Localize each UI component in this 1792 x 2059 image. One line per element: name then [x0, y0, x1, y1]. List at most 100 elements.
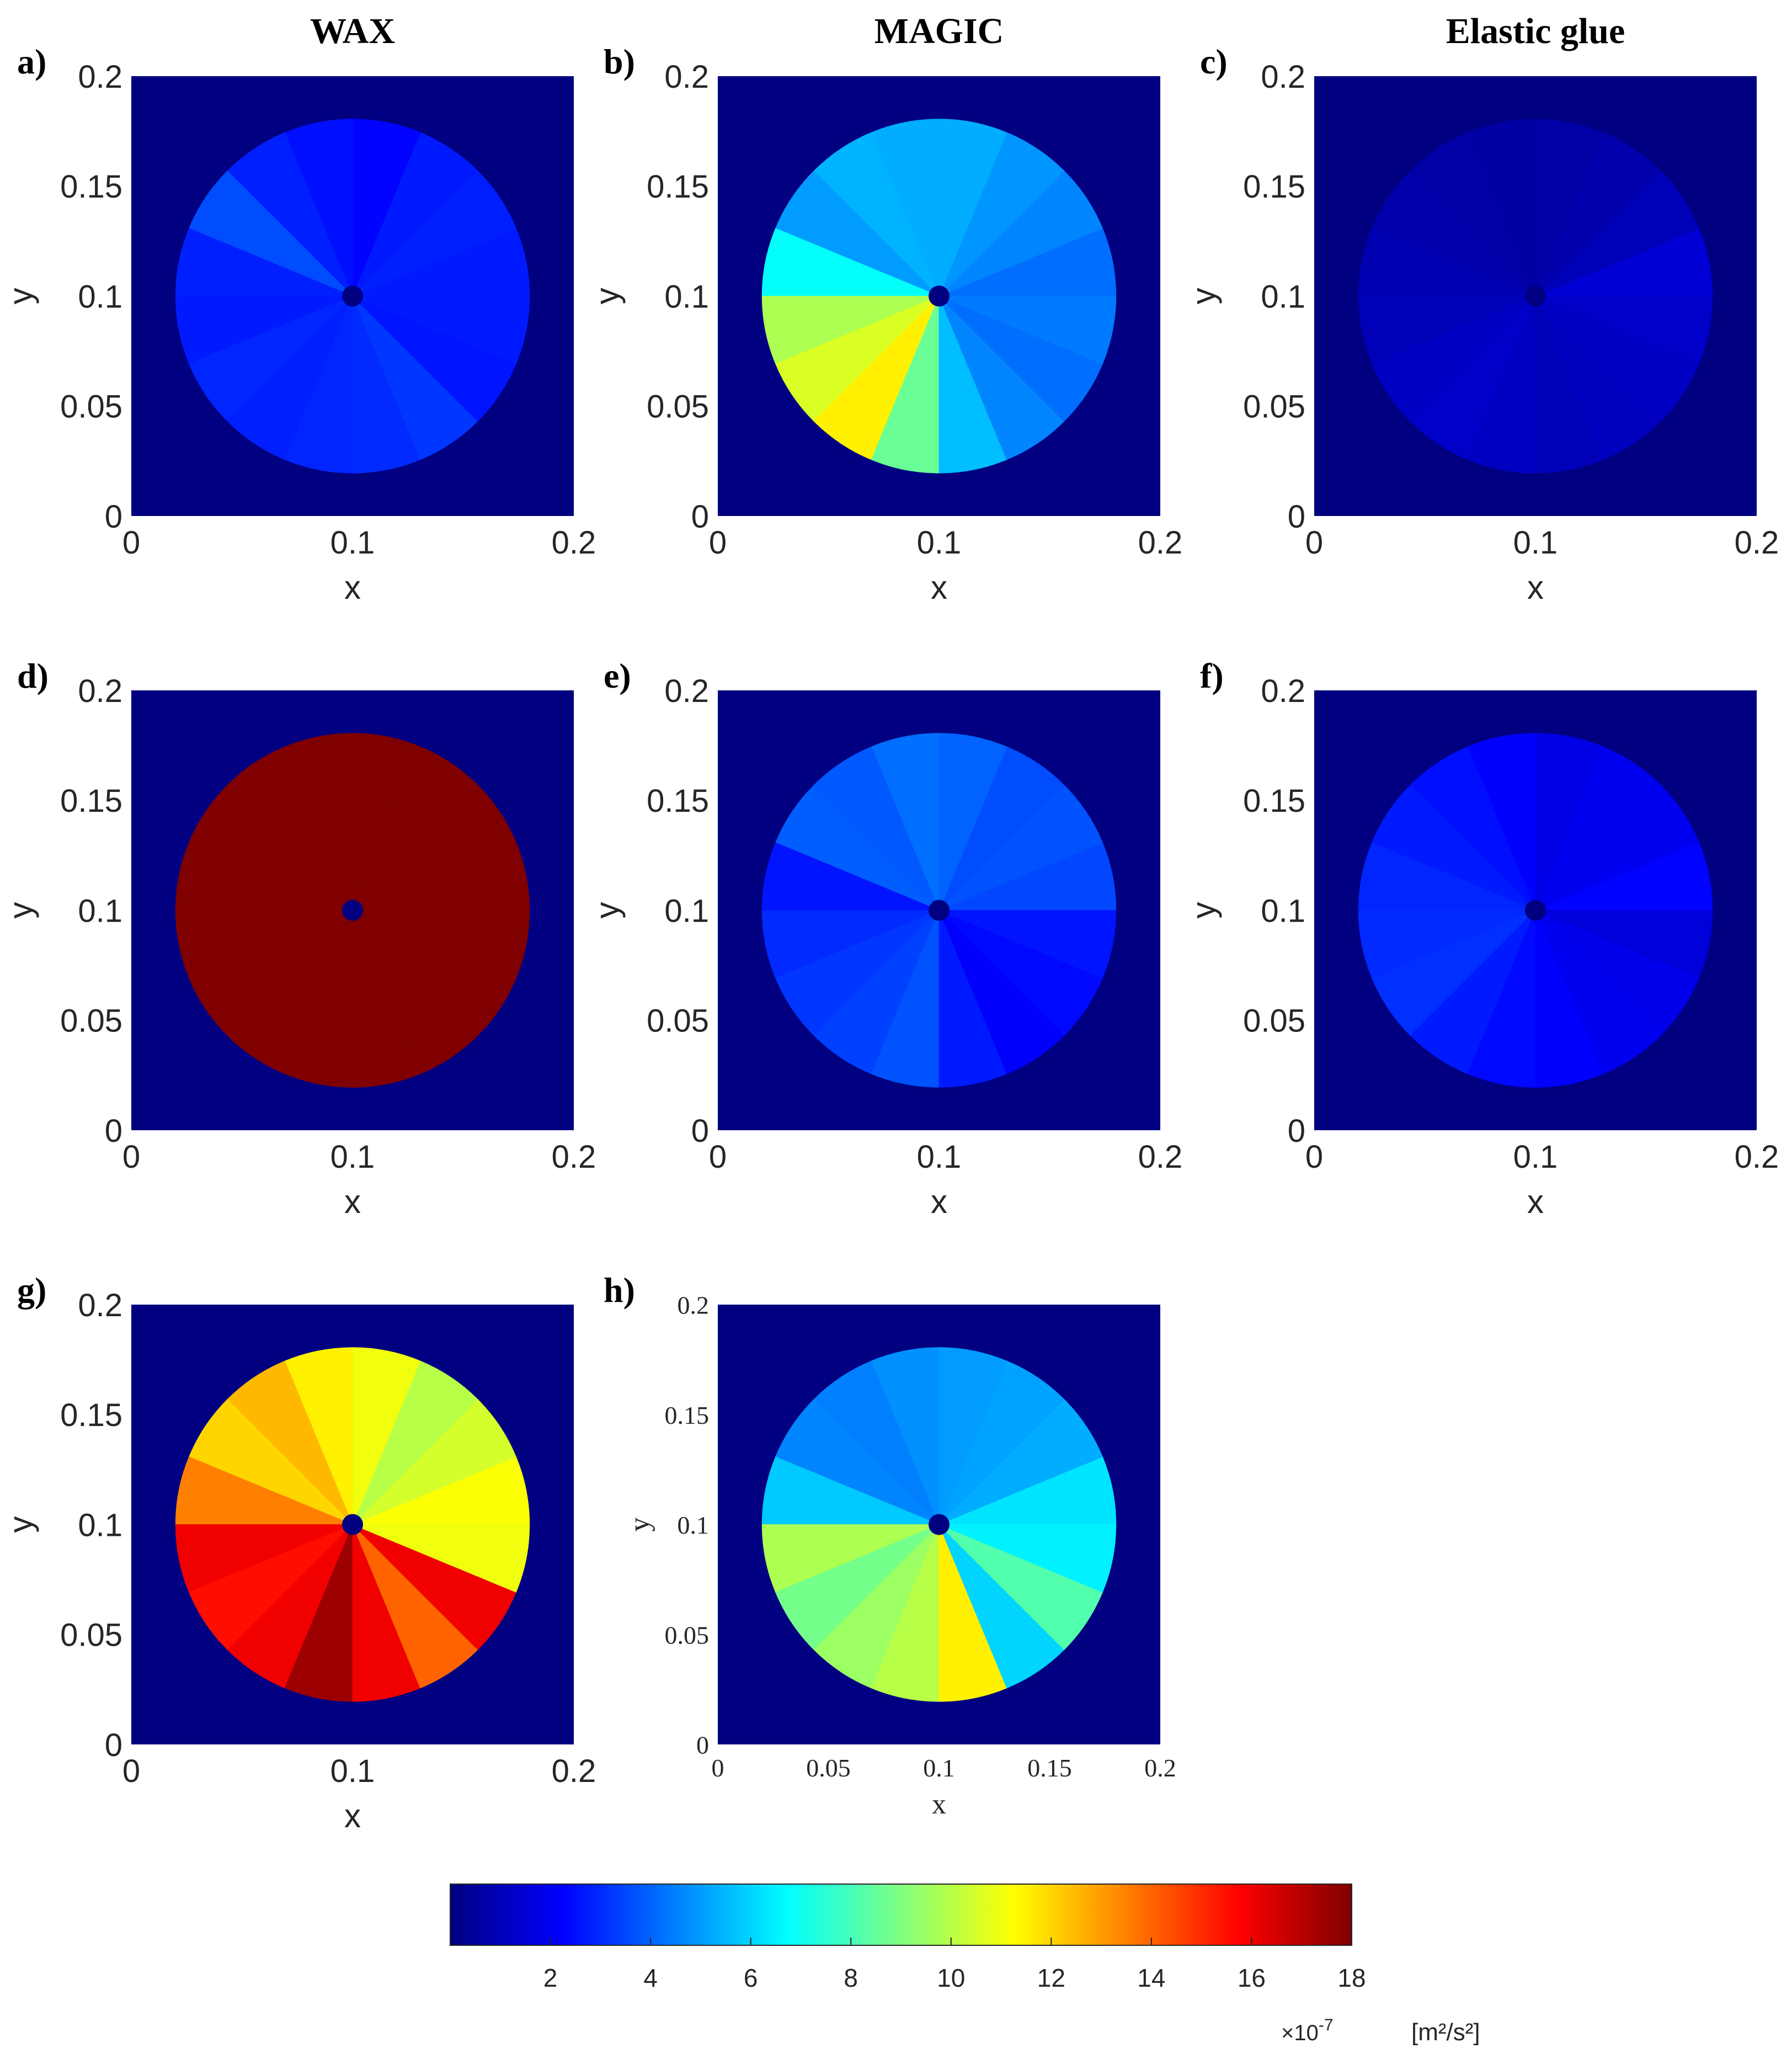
panel-d-x-tick-label: 0.1 [330, 1139, 375, 1175]
panel-h-x-tick-label: 0.05 [806, 1754, 851, 1782]
panel-f-sector [1535, 733, 1604, 911]
panel-b-sector [775, 296, 940, 422]
panel-f-y-tick-label: 0 [1288, 1113, 1305, 1149]
panel-f-center-hole [1525, 900, 1546, 921]
panel-c-sector [1410, 296, 1536, 460]
panel-d-sector [352, 842, 530, 911]
panel-c-x-tick-label: 0.1 [1513, 525, 1558, 561]
panel-e-sector [775, 910, 940, 1036]
panel-e-panel-letter: e) [604, 656, 631, 695]
panel-g-sector [189, 1399, 353, 1525]
panel-c-sector [1535, 119, 1604, 296]
panel-c-y-tick-label: 0 [1288, 499, 1305, 535]
panel-f-sector [1358, 842, 1536, 911]
panel-e-x-tick-label: 0.1 [917, 1139, 962, 1175]
panel-g-sector [352, 1456, 530, 1525]
colorbar [450, 1884, 1352, 1946]
panel-e-sector [813, 910, 940, 1074]
panel-h-sector [761, 1456, 940, 1525]
panel-a-sector [175, 228, 353, 296]
panel-h-sector [938, 1456, 1117, 1525]
panel-a-sector [352, 296, 478, 460]
panel-c-sector [1467, 296, 1536, 473]
panel-a-x-axis-label: x [344, 569, 361, 606]
panel-e-x-tick-label: 0.2 [1138, 1139, 1183, 1175]
panel-c-x-tick-label: 0 [1305, 525, 1323, 561]
panel-h-y-tick-label: 0.1 [678, 1511, 710, 1539]
panel-f-x-tick-label: 0.2 [1735, 1139, 1779, 1175]
panel-g-sector [284, 1524, 353, 1702]
panel-e-sector [938, 910, 1065, 1074]
panel-a-sector [352, 296, 421, 473]
panel-g-y-tick-label: 0.15 [60, 1397, 122, 1433]
panel-g-center-hole [342, 1514, 363, 1535]
panel-b-sector [775, 171, 940, 296]
panel-a-x-tick-label: 0.2 [552, 525, 596, 561]
panel-h-sector [938, 1524, 1007, 1702]
panel-h-x-tick-label: 0.1 [923, 1754, 955, 1782]
panel-a-sector [352, 296, 516, 422]
panel-a-sector [284, 296, 353, 473]
panel-f-y-tick-label: 0.2 [1261, 673, 1305, 709]
panel-h-sector [775, 1524, 940, 1650]
panel-b-sector [813, 132, 940, 296]
panel-h-sector [938, 1360, 1065, 1525]
panel-f-sector [1410, 910, 1536, 1074]
panel-d-y-tick-label: 0.05 [60, 1003, 122, 1039]
panel-c-y-tick-label: 0.05 [1243, 389, 1305, 425]
panel-e-sector [938, 746, 1065, 911]
panel-c-sector [1535, 296, 1604, 473]
panel-b-sector [761, 228, 940, 296]
panel-b-y-tick-label: 0 [691, 499, 709, 535]
panel-a-sector [352, 228, 530, 296]
panel-e-sector [871, 733, 940, 911]
panel-b-sector [938, 171, 1103, 296]
panel-h-sector [813, 1524, 940, 1689]
panel-e-y-axis-label: y [589, 902, 626, 919]
panel-b-panel-letter: b) [604, 42, 635, 81]
panel-b-sector [871, 296, 940, 473]
panel-b-sector [938, 132, 1065, 296]
panel-b-sector [761, 296, 940, 364]
panel-d-sector [227, 746, 353, 911]
panel-b-sector [938, 228, 1117, 296]
panel-d-y-tick-label: 0.1 [78, 893, 122, 929]
panel-f-sector [1358, 910, 1536, 978]
panel-d-sector [175, 910, 353, 978]
panel-e-sector [775, 785, 940, 911]
panel-a-sector [352, 132, 478, 296]
panel-d-sector [352, 910, 478, 1074]
panel-f-sector [1535, 910, 1604, 1088]
panel-a-sector [227, 132, 353, 296]
panel-g-sector [189, 1524, 353, 1650]
panel-a-sector [284, 119, 353, 296]
panel-a-sector [227, 296, 353, 460]
panel-h-y-tick-label: 0.05 [665, 1621, 710, 1649]
panel-f-sector [1372, 785, 1536, 911]
panel-a-x-tick-label: 0 [122, 525, 140, 561]
panel-g-sector [227, 1360, 353, 1525]
panel-b-x-tick-label: 0 [709, 525, 727, 561]
panel-f-sector [1535, 910, 1661, 1074]
panel-h-y-tick-label: 0.15 [665, 1401, 710, 1429]
panel-h-sector [761, 1524, 940, 1593]
panel-d-y-axis-label: y [2, 902, 39, 919]
panel-f-y-tick-label: 0.15 [1243, 783, 1305, 819]
panel-g-x-axis-label: x [344, 1797, 361, 1834]
panel-h-sector [938, 1347, 1007, 1525]
panel-e-y-tick-label: 0.15 [647, 783, 709, 819]
panel-b-y-axis-label: y [589, 288, 626, 305]
panel-d-y-tick-label: 0 [105, 1113, 122, 1149]
panel-g-sector [352, 1360, 478, 1525]
panel-g-y-tick-label: 0.05 [60, 1618, 122, 1653]
panel-f-sector [1535, 746, 1661, 911]
panel-a-sector [352, 171, 516, 296]
panel-g-sector [284, 1347, 353, 1525]
panel-d-sector [189, 785, 353, 911]
panel-f-sector [1410, 746, 1536, 911]
panel-e-y-tick-label: 0.05 [647, 1003, 709, 1039]
panel-e-center-hole [929, 900, 950, 921]
panel-b-sector [813, 296, 940, 460]
colorbar-tick-label: 8 [844, 1964, 858, 1992]
panel-b-x-tick-label: 0.1 [917, 525, 962, 561]
